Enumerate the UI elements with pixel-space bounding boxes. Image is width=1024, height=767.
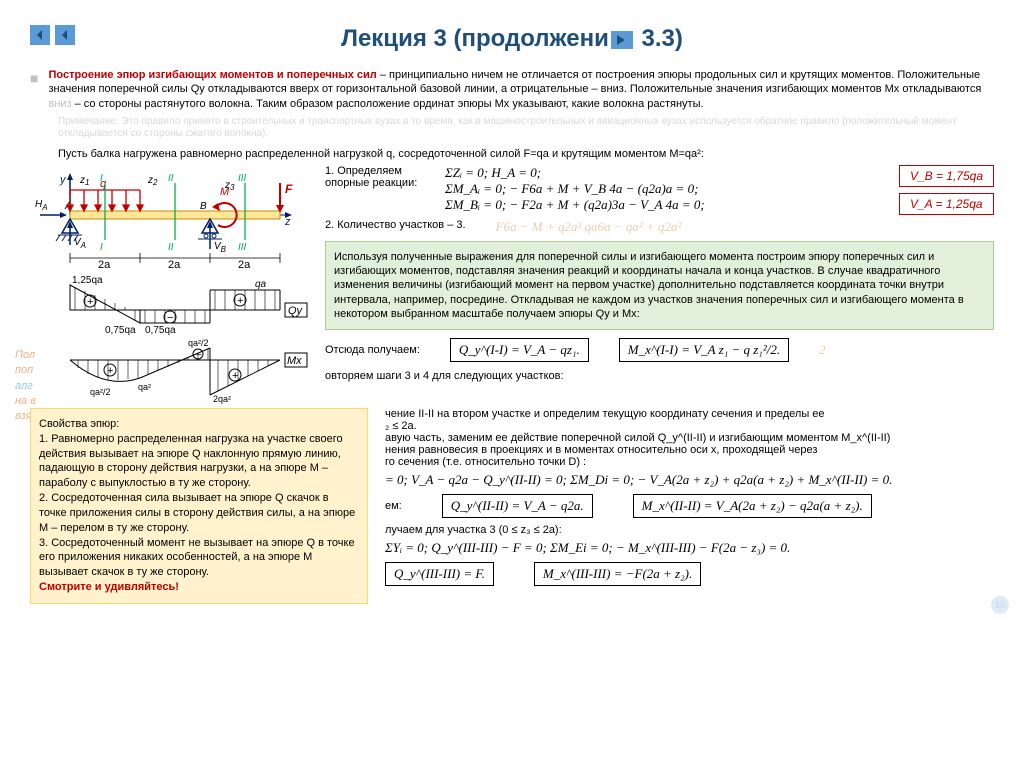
step2-label: 2. Количество участков – 3.	[325, 219, 466, 235]
svg-text:+: +	[237, 295, 243, 307]
svg-text:VA: VA	[74, 237, 86, 250]
svg-text:HA: HA	[35, 199, 48, 212]
svg-text:z2: z2	[147, 175, 158, 187]
eq-z: ΣZᵢ = 0; H_A = 0;	[445, 165, 879, 181]
svg-text:II: II	[168, 173, 174, 184]
formula-q1: Q_y^(I-I) = V_A − qz₁.	[450, 338, 589, 362]
sec2-l1: чение II-II на втором участке и определи…	[385, 408, 825, 420]
svg-text:I: I	[100, 173, 103, 184]
bullet-marker: ■	[30, 70, 38, 86]
sec2-l2: авую часть, заменим ее действие поперечн…	[385, 432, 890, 444]
svg-text:y: y	[59, 174, 67, 186]
result-vb: V_B = 1,75qa	[899, 165, 994, 187]
step-repeat: овторяем шаги 3 и 4 для следующих участк…	[325, 370, 994, 382]
otsyuda-label: Отсюда получаем:	[325, 344, 420, 356]
title-suffix: 3.3)	[635, 25, 683, 52]
svg-text:III: III	[238, 242, 247, 253]
sec2-l4: го сечения (т.е. относительно точки D) :	[385, 456, 586, 468]
svg-text:2a: 2a	[168, 259, 181, 271]
sec2-l1b: ₂ ≤ 2a.	[385, 420, 417, 432]
yellow-i1: 1. Равномерно распределенная нагрузка на…	[39, 432, 359, 491]
svg-text:2qa²: 2qa²	[213, 394, 231, 404]
yellow-i2: 2. Сосредоточенная сила вызывает на эпюр…	[39, 491, 359, 536]
yellow-title: Свойства эпюр:	[39, 417, 359, 432]
eq-sec2a: = 0; V_A − q2a − Q_y^(II-II) = 0; ΣM_Di …	[385, 472, 994, 488]
svg-text:1,25qa: 1,25qa	[72, 275, 103, 286]
note-faded: Примечание: Это правило принято в строит…	[58, 116, 994, 140]
eq-ma: ΣM_Aᵢ = 0; − F6a + M + V_B 4a − (q2a)a =…	[445, 181, 879, 197]
yellow-i3: 3. Сосредоточенный момент не вызывает на…	[39, 536, 359, 581]
svg-text:B: B	[200, 201, 207, 212]
formula-q2: Q_y^(II-II) = V_A − q2a.	[442, 494, 593, 518]
svg-text:Mx: Mx	[287, 355, 302, 367]
svg-text:z: z	[284, 216, 291, 228]
eq-mb: ΣM_Bᵢ = 0; − F2a + M + (q2a)3a − V_A 4a …	[445, 197, 879, 213]
eq-sec2b: ем:	[385, 500, 402, 512]
svg-text:II: II	[168, 242, 174, 253]
yellow-overlay: Свойства эпюр: 1. Равномерно распределен…	[30, 408, 368, 604]
intro-heading: Построение эпюр изгибающих моментов и по…	[48, 69, 376, 81]
formula-m2: M_x^(II-II) = V_A(2a + z₂) − q2a(a + z₂)…	[633, 494, 872, 518]
svg-text:z3: z3	[224, 180, 235, 192]
svg-text:qa²/2: qa²/2	[188, 338, 209, 348]
green-overlay: Используя полученные выражения для попер…	[325, 241, 994, 330]
svg-text:0,75qa: 0,75qa	[105, 325, 136, 336]
svg-text:+: +	[87, 296, 93, 308]
sec2-l3: нения равновесия в проекциях и в момента…	[385, 444, 817, 456]
setup-text: Пусть балка нагружена равномерно распред…	[58, 148, 994, 160]
intro-text: Построение эпюр изгибающих моментов и по…	[48, 68, 994, 111]
title-mid: продолжени	[462, 25, 609, 52]
intro-bullet: ■ Построение эпюр изгибающих моментов и …	[30, 68, 994, 111]
svg-text:F: F	[285, 182, 293, 196]
formula-m3: M_x^(III-III) = −F(2a + z₂).	[534, 562, 701, 586]
svg-text:−: −	[167, 312, 173, 324]
eq-faded: F6a − M + q2a² qa6a − qa² + q2a²	[496, 219, 682, 235]
page-title: Лекция 3 (продолжени 3.3)	[30, 25, 994, 53]
svg-text:z1: z1	[79, 175, 89, 187]
play-icon[interactable]	[611, 31, 633, 49]
title-prefix: Лекция 3 (	[341, 25, 461, 52]
svg-text:III: III	[238, 173, 247, 184]
step1-label: 1. Определяем опорные реакции:	[325, 165, 425, 189]
green-overlay-text: Используя полученные выражения для попер…	[334, 251, 964, 320]
intro-body2: – со стороны растянутого волокна. Таким …	[72, 98, 704, 110]
svg-text:2a: 2a	[238, 259, 251, 271]
svg-text:+: +	[232, 370, 238, 382]
svg-text:Qy: Qy	[288, 305, 304, 317]
formula-q3: Q_y^(III-III) = F.	[385, 562, 494, 586]
yellow-watch[interactable]: Смотрите и удивляйтесь!	[39, 580, 359, 595]
eq-sec3: ΣYᵢ = 0; Q_y^(III-III) − F = 0; ΣM_Ei = …	[385, 540, 994, 556]
formula-m1: M_x^(I-I) = V_A z₁ − q z₁²/2.	[619, 338, 789, 362]
svg-text:I: I	[100, 242, 103, 253]
sec3-intro: лучаем для участка 3 (0 ≤ z₃ ≤ 2a):	[385, 524, 994, 536]
svg-text:2a: 2a	[98, 259, 111, 271]
svg-text:VB: VB	[214, 241, 227, 254]
svg-text:0,75qa: 0,75qa	[145, 325, 176, 336]
result-va: V_A = 1,25qa	[899, 193, 994, 215]
svg-text:qa: qa	[255, 279, 267, 290]
page-number: 10	[991, 596, 1009, 614]
intro-vniz: вниз	[48, 98, 71, 110]
